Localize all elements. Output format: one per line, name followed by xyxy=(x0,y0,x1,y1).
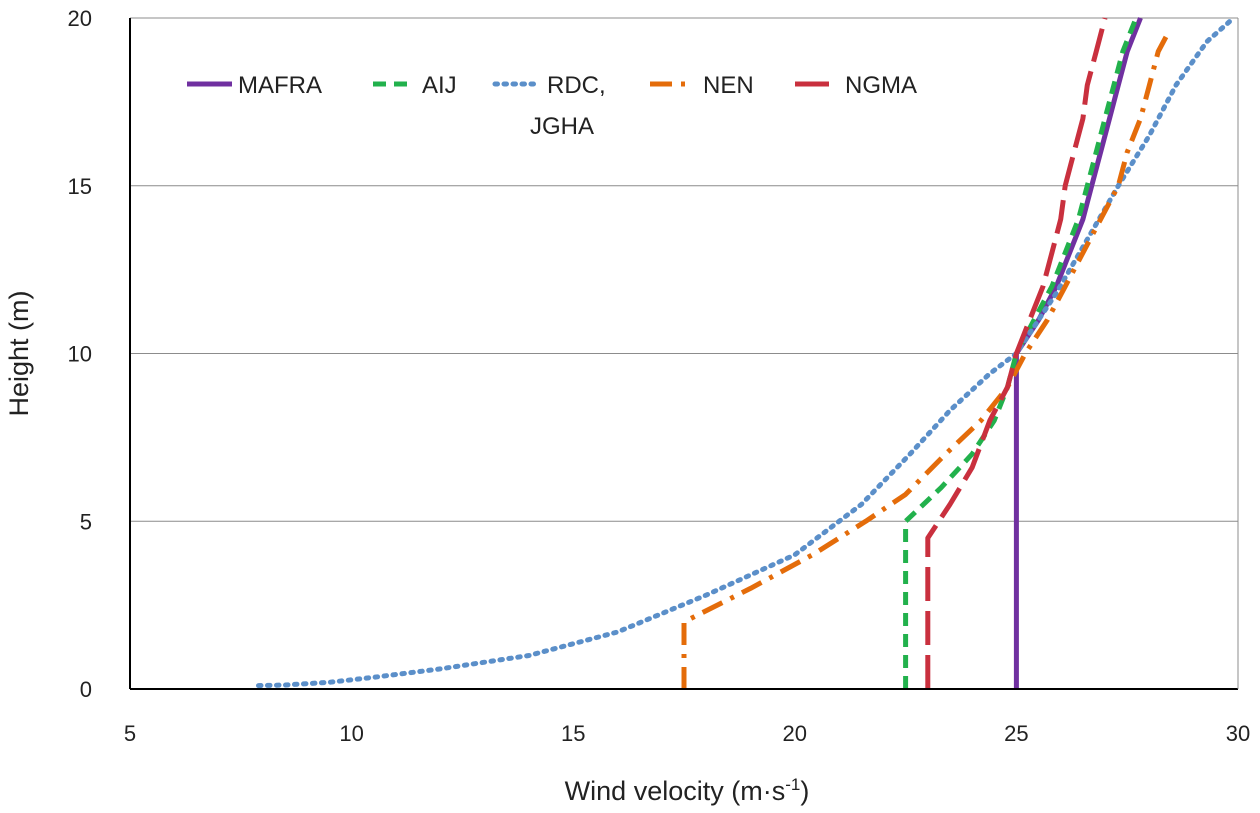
y-axis-title: Height (m) xyxy=(4,290,34,416)
x-tick-label: 10 xyxy=(339,721,363,746)
series-layer xyxy=(256,15,1237,689)
y-tick-label: 0 xyxy=(80,677,92,702)
legend-label: NEN xyxy=(703,72,754,99)
series-line xyxy=(681,33,1170,689)
gridlines xyxy=(130,17,1238,522)
y-tick-label: 5 xyxy=(80,509,92,534)
x-axis-title: Wind velocity (m·s-1) xyxy=(565,775,810,806)
x-tick-labels: 5 10 15 20 25 30 xyxy=(124,721,1250,746)
legend-label: MAFRA xyxy=(238,72,322,99)
x-tick-label: 15 xyxy=(561,721,585,746)
axes xyxy=(129,18,1239,690)
y-tick-labels: 0 5 10 15 20 xyxy=(68,6,92,702)
legend-label: AIJ xyxy=(422,72,457,99)
legend-label: NGMA xyxy=(845,72,917,99)
legend-label: JGHA xyxy=(530,113,594,140)
series-line xyxy=(903,17,1139,689)
x-tick-label: 30 xyxy=(1226,721,1250,746)
legend: MAFRA AIJ RDC, JGHA NEN NGMA xyxy=(187,72,917,140)
series-line xyxy=(256,15,1237,689)
series-line xyxy=(925,17,1108,689)
y-tick-label: 20 xyxy=(68,6,92,31)
x-tick-label: 5 xyxy=(124,721,136,746)
x-tick-label: 20 xyxy=(783,721,807,746)
x-tick-label: 25 xyxy=(1004,721,1028,746)
y-tick-label: 15 xyxy=(68,174,92,199)
legend-label: RDC, xyxy=(547,72,606,99)
y-tick-label: 10 xyxy=(68,342,92,367)
